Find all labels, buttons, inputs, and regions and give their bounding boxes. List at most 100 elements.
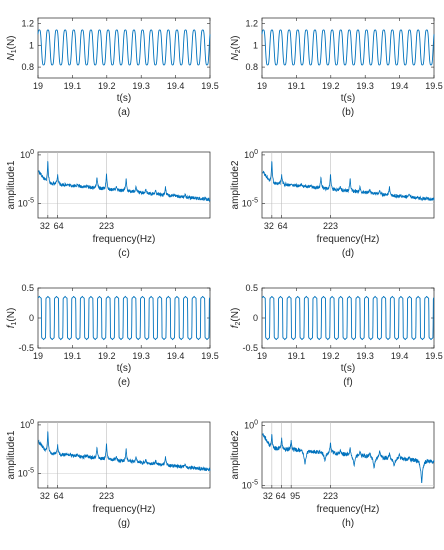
y-axis-label: amplitude1 [6,160,17,209]
series-line [261,29,435,66]
y-tick-base: 10 [18,198,28,208]
panel-caption: (a) [118,107,130,118]
x-axis-label: t(s) [341,363,355,374]
y-axis-label: f1(N) [6,308,18,329]
spectrum-line [262,161,435,202]
panel-b: 0.8 1 1.2 19 19.1 19.2 19.3 19.4 19.5 t(s) N2(N) (b… [230,17,443,118]
y-axis-label: amplitude1 [6,430,17,479]
y-tick-label: 10-5 [18,467,34,478]
y-tick-exponent: -5 [28,467,34,474]
y-tick-label: 1 [253,40,258,50]
panel-caption: (d) [342,248,354,259]
y-tick-base: 10 [242,481,252,491]
y-label-subscript: 2 [235,49,242,53]
series-line [261,295,435,341]
y-label-unit: (N) [230,35,241,49]
x-tick-label: 19.1 [64,81,82,91]
y-tick-label: 1.2 [21,18,34,28]
y-tick-exponent: 0 [254,149,258,156]
y-tick-label: 10-5 [242,480,258,491]
series-line [37,29,211,66]
x-tick-label: 32 [40,221,50,231]
y-tick-label: 100 [244,420,258,431]
y-axis-label: amplitude2 [230,430,241,479]
x-tick-label: 223 [323,491,338,501]
y-tick-exponent: 0 [254,420,258,427]
y-tick-label: 1.2 [245,18,258,28]
y-label-unit: (N) [6,35,17,49]
spectrum-line [38,161,211,203]
y-tick-label: -0.5 [242,343,258,353]
y-label-unit: (N) [230,308,241,322]
y-tick-label: -0.5 [18,343,34,353]
y-tick-base: 10 [242,198,252,208]
x-tick-label: 32 [40,491,50,501]
x-tick-label: 19.4 [391,351,409,361]
x-axis-label: t(s) [117,93,131,104]
plot-frame [37,287,211,349]
panel-caption: (e) [118,377,130,388]
y-label-symbol: N [230,53,241,61]
y-tick-label: 0.8 [21,62,34,72]
y-axis-label: amplitude2 [230,160,241,209]
y-tick-label: 0 [253,313,258,323]
x-tick-label: 19.1 [288,81,306,91]
x-tick-label: 19.3 [132,351,150,361]
y-tick-label: 0.8 [245,62,258,72]
x-axis-label: frequency(Hz) [93,504,156,515]
y-axis-label: N2(N) [230,35,242,60]
plot-frame [261,17,435,79]
x-tick-label: 64 [54,491,64,501]
x-tick-label: 223 [99,221,114,231]
x-tick-label: 19.1 [64,351,82,361]
y-axis-label: N1(N) [6,35,18,60]
x-tick-label: 64 [278,221,288,231]
x-axis-label: t(s) [341,93,355,104]
spectrum-line [262,433,435,483]
x-axis-label: t(s) [117,363,131,374]
x-tick-label: 19.1 [288,351,306,361]
panel-e: -0.500.519 19.1 19.2 19.3 19.4 19.5t(s)f1(N)(… [6,283,219,388]
x-axis-label: frequency(Hz) [317,234,380,245]
y-tick-exponent: 0 [30,149,34,156]
y-tick-label: 10-5 [18,197,34,208]
y-tick-exponent: -5 [28,197,34,204]
x-tick-label: 19 [257,81,267,91]
x-tick-label: 19.5 [201,81,219,91]
y-tick-base: 10 [20,420,30,430]
panel-caption: (b) [342,107,354,118]
x-tick-label: 19 [33,81,43,91]
x-tick-label: 223 [323,221,338,231]
y-label-symbol: f [230,324,241,328]
y-label-subscript: 1 [11,49,18,53]
y-tick-label: 100 [244,149,258,160]
y-tick-label: 1 [29,40,34,50]
y-label-symbol: N [6,53,17,61]
x-tick-label: 19.2 [322,81,340,91]
x-tick-label: 19 [257,351,267,361]
x-tick-label: 19.3 [132,81,150,91]
x-axis-label: frequency(Hz) [317,504,380,515]
y-tick-label: 0.5 [21,283,34,293]
plot-frame [261,287,435,349]
panel-caption: (g) [118,518,130,529]
y-tick-base: 10 [20,150,30,160]
y-tick-base: 10 [18,468,28,478]
x-tick-label: 19.3 [356,81,374,91]
x-tick-label: 19.4 [167,351,185,361]
x-axis-label: frequency(Hz) [93,234,156,245]
x-tick-label: 19.5 [425,351,443,361]
x-tick-label: 64 [54,221,64,231]
y-label-subscript: 2 [235,322,242,326]
series-line [37,295,211,341]
panel-caption: (f) [343,377,352,388]
y-tick-base: 10 [244,421,254,431]
x-tick-label: 19 [33,351,43,361]
x-tick-label: 19.4 [391,81,409,91]
x-tick-label: 19.5 [201,351,219,361]
x-tick-label: 19.2 [322,351,340,361]
